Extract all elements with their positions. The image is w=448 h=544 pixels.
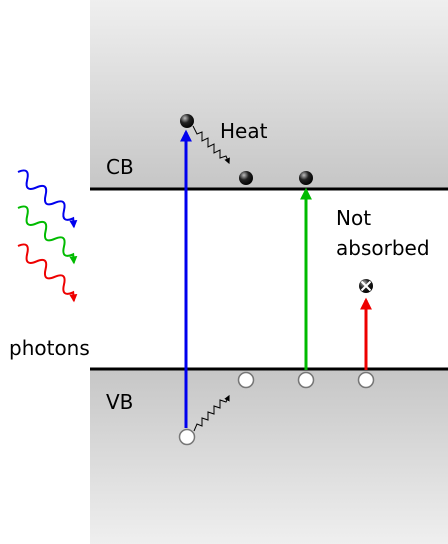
not-absorbed-label-line1: Not bbox=[336, 206, 371, 230]
cb-label: CB bbox=[106, 155, 134, 179]
hot-electron bbox=[180, 114, 194, 128]
not-absorbed-label-line2: absorbed bbox=[336, 236, 430, 260]
red-hole bbox=[357, 371, 375, 389]
blocked-marker bbox=[359, 279, 373, 293]
valence-band-region bbox=[90, 369, 448, 544]
relaxed-hole bbox=[237, 371, 255, 389]
vb-label: VB bbox=[106, 390, 133, 414]
photons-label: photons bbox=[9, 336, 90, 360]
conduction-band-region bbox=[90, 0, 448, 189]
heat-relaxation-squiggle bbox=[192, 125, 230, 165]
relaxed-electron bbox=[239, 171, 253, 185]
red-photon-wave bbox=[17, 243, 78, 303]
green-hole bbox=[297, 371, 315, 389]
heat-label: Heat bbox=[220, 119, 268, 143]
green-excited-electron bbox=[299, 171, 313, 185]
hole-relaxation-squiggle bbox=[193, 394, 230, 432]
green-photon-wave bbox=[17, 205, 78, 265]
blue-photon-wave bbox=[17, 169, 78, 229]
deep-hole bbox=[178, 428, 196, 446]
